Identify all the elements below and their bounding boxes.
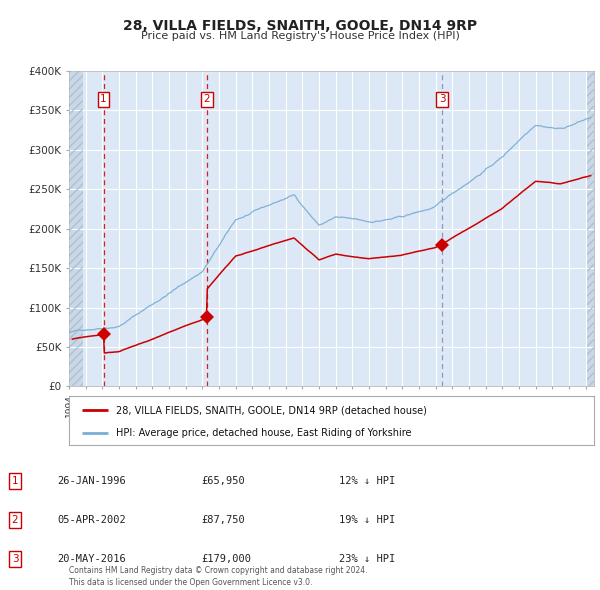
Text: HPI: Average price, detached house, East Riding of Yorkshire: HPI: Average price, detached house, East… [116,428,412,438]
Text: 19% ↓ HPI: 19% ↓ HPI [339,516,395,525]
Text: 28, VILLA FIELDS, SNAITH, GOOLE, DN14 9RP (detached house): 28, VILLA FIELDS, SNAITH, GOOLE, DN14 9R… [116,405,427,415]
Text: 05-APR-2002: 05-APR-2002 [57,516,126,525]
Bar [587,71,596,386]
Text: 2: 2 [11,516,19,525]
Text: 26-JAN-1996: 26-JAN-1996 [57,476,126,486]
Text: 2: 2 [203,94,210,104]
Text: Contains HM Land Registry data © Crown copyright and database right 2024.
This d: Contains HM Land Registry data © Crown c… [69,566,367,587]
Text: £87,750: £87,750 [201,516,245,525]
Text: 20-MAY-2016: 20-MAY-2016 [57,555,126,564]
Text: 28, VILLA FIELDS, SNAITH, GOOLE, DN14 9RP: 28, VILLA FIELDS, SNAITH, GOOLE, DN14 9R… [123,19,477,33]
Bar [69,71,83,386]
Text: 12% ↓ HPI: 12% ↓ HPI [339,476,395,486]
Text: 1: 1 [11,476,19,486]
Text: £179,000: £179,000 [201,555,251,564]
Text: 3: 3 [11,555,19,564]
Text: 3: 3 [439,94,445,104]
Bar [69,71,83,386]
Text: 23% ↓ HPI: 23% ↓ HPI [339,555,395,564]
Text: 1: 1 [100,94,107,104]
Text: Price paid vs. HM Land Registry's House Price Index (HPI): Price paid vs. HM Land Registry's House … [140,31,460,41]
Bar [587,71,596,386]
Text: £65,950: £65,950 [201,476,245,486]
